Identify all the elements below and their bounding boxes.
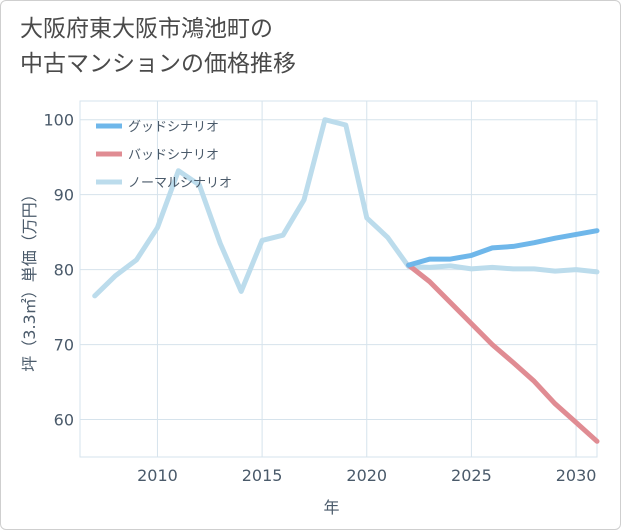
x-tick-label: 2015 — [242, 466, 283, 485]
chart-title: 大阪府東大阪市鴻池町の 中古マンションの価格推移 — [20, 12, 580, 82]
series-line-good — [406, 228, 600, 268]
y-tick-label: 70 — [54, 336, 74, 355]
legend-label-bad: バッドシナリオ — [128, 148, 219, 163]
x-tick-label: 2030 — [556, 466, 597, 485]
x-tick-label: 2010 — [137, 466, 178, 485]
series-line-normal — [92, 117, 600, 299]
x-tick-label: 2020 — [346, 466, 387, 485]
legend-label-good: グッドシナリオ — [128, 120, 219, 135]
y-tick-label: 100 — [43, 111, 74, 130]
y-tick-label: 80 — [54, 261, 74, 280]
plot-area — [79, 100, 598, 458]
series-lines — [92, 117, 600, 444]
x-tick-label: 2025 — [451, 466, 492, 485]
y-tick-label: 90 — [54, 186, 74, 205]
series-line-bad — [406, 262, 600, 444]
grid — [79, 100, 598, 458]
y-tick-label: 60 — [54, 411, 74, 430]
y-axis-title: 坪（3.3㎡）単価（万円） — [20, 186, 39, 371]
x-axis-title: 年 — [323, 498, 339, 517]
legend-label-normal: ノーマルシナリオ — [128, 176, 232, 191]
chart-title-line-2: 中古マンションの価格推移 — [20, 51, 296, 77]
chart-title-line-1: 大阪府東大阪市鴻池町の — [20, 16, 273, 42]
axes: 2010 2015 2020 2025 2030 60 70 80 90 100 — [43, 111, 596, 485]
